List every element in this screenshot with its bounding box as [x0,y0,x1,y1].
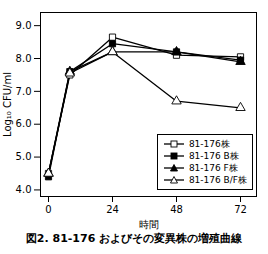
html-text:81-176 F株: 81-176 F株 [188,163,238,173]
svg-text:6.0: 6.0 [16,118,32,129]
svg-text:48: 48 [170,204,183,215]
svg-text:4.0: 4.0 [16,184,32,195]
html-text:81-176 B株: 81-176 B株 [188,151,239,161]
html-text:図2. 81-176 およびその変異株の増殖曲線: 図2. 81-176 およびその変異株の増殖曲線 [25,232,243,245]
html-text:81-176 B/F株: 81-176 B/F株 [188,175,247,185]
svg-text:9.0: 9.0 [16,20,32,31]
svg-text:72: 72 [234,204,247,215]
html-text:81-176株: 81-176株 [188,139,230,149]
svg-text:7.0: 7.0 [16,86,32,97]
svg-text:時間: 時間 [139,219,159,230]
svg-text:0: 0 [45,204,51,215]
svg-text:5.0: 5.0 [16,151,32,162]
svg-text:8.0: 8.0 [16,53,32,64]
svg-text:Log₁₀ CFU/ml: Log₁₀ CFU/ml [2,72,13,137]
svg-text:24: 24 [106,204,119,215]
